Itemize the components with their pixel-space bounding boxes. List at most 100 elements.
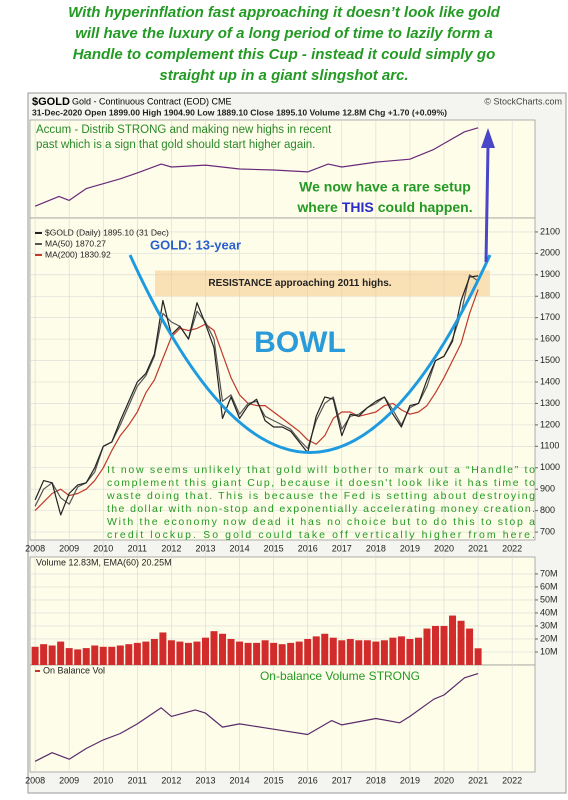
commentary: complement this giant Cup, because it do… [107,477,535,489]
headline: Handle to complement this Cup - instead … [73,46,496,63]
x-tick-label: 2010 [93,543,113,553]
bar [449,615,457,665]
bar [210,631,218,665]
setup-note: We now have a rare setup [299,179,471,195]
x-tick-label: 2022 [502,543,522,553]
bar [389,637,397,665]
bar [244,642,252,665]
y-tick-label: 1800 [540,291,560,301]
bar [466,628,474,665]
x-tick-label: 2019 [400,775,420,785]
chart-title: Gold - Continuous Contract (EOD) CME [72,96,232,106]
x-tick-label: 2013 [195,775,215,785]
y-tick-label: 60M [540,581,558,591]
y-tick-label: 2000 [540,248,560,258]
x-tick-label: 2018 [366,543,386,553]
bar [74,649,82,665]
x-tick-label: 2014 [230,543,250,553]
commentary: waste doing that. This is because the Fe… [106,490,535,502]
y-tick-label: 700 [540,526,555,536]
obv-note: On-balance Volume STRONG [260,669,420,683]
x-tick-label: 2008 [25,543,45,553]
bar [125,644,133,665]
x-tick-label: 2011 [128,775,147,785]
bar [414,637,422,665]
bar [457,620,465,665]
bar [193,641,201,665]
resistance-band [155,270,490,297]
bar [440,625,448,665]
bar [380,640,388,665]
symbol: $GOLD [32,96,70,108]
y-tick-label: 20M [540,633,558,643]
y-tick-label: 1100 [540,441,559,451]
line [34,127,479,207]
x-tick-label: 2009 [59,543,79,553]
bar [227,638,235,665]
x-tick-label: 2015 [264,543,284,553]
bar [184,642,192,665]
bar [338,640,346,665]
bar [287,642,295,665]
bar [201,637,209,665]
y-tick-label: 10M [540,646,558,656]
resistance-label: RESISTANCE approaching 2011 highs. [208,278,391,289]
bar [65,648,73,665]
y-tick-label: 40M [540,607,558,617]
x-tick-label: 2017 [332,775,352,785]
y-tick-label: 1700 [540,312,560,322]
bar [295,641,303,665]
y-tick-label: 1000 [540,462,560,472]
bar [270,642,278,665]
headline: With hyperinflation fast approaching it … [68,4,501,21]
bar [397,636,405,665]
x-tick-label: 2015 [264,775,284,785]
x-tick-label: 2011 [128,543,147,553]
headline: straight up in a giant slingshot arc. [159,67,408,84]
x-tick-label: 2012 [161,775,181,785]
line [34,289,479,512]
commentary: credit lockup. So gold could take off ve… [107,529,535,541]
bar [108,646,116,665]
setup-note: where THIS could happen. [296,199,472,215]
ohlc-info: 31-Dec-2020 Open 1899.00 High 1904.90 Lo… [32,107,447,117]
bar [159,632,167,665]
y-tick-label: 1500 [540,355,560,365]
x-tick-label: 2017 [332,543,352,553]
bar [48,645,56,665]
bar [312,636,320,665]
bar [431,625,439,665]
source: © StockCharts.com [484,96,562,106]
bar [57,641,65,665]
bar [142,641,150,665]
x-tick-label: 2021 [468,775,488,785]
x-tick-label: 2020 [434,543,454,553]
panel [29,119,536,219]
bar [304,638,312,665]
x-tick-label: 2013 [195,543,215,553]
volume-title: Volume 12.83M, EMA(60) 20.25M [36,557,172,567]
bar [116,645,124,665]
x-tick-label: 2019 [400,543,420,553]
line [34,673,479,762]
setup-note-part: could happen. [378,199,473,215]
bar [363,640,371,665]
y-tick-label: 2100 [540,226,560,236]
bar [372,641,380,665]
bowl-arc [128,254,492,454]
bar [91,645,99,665]
x-tick-label: 2012 [161,543,181,553]
setup-note-part: THIS [342,199,374,215]
arrow-shaft [484,145,490,263]
bar [423,628,431,665]
y-tick-label: 70M [540,568,558,578]
bar [31,646,39,665]
bar [406,638,414,665]
setup-note-part: where [296,199,338,215]
bar [253,642,261,665]
panel [29,664,536,773]
ad-note: past which is a sign that gold should st… [36,139,315,151]
y-tick-label: 50M [540,594,558,604]
bar [261,640,269,665]
bar [474,648,482,665]
